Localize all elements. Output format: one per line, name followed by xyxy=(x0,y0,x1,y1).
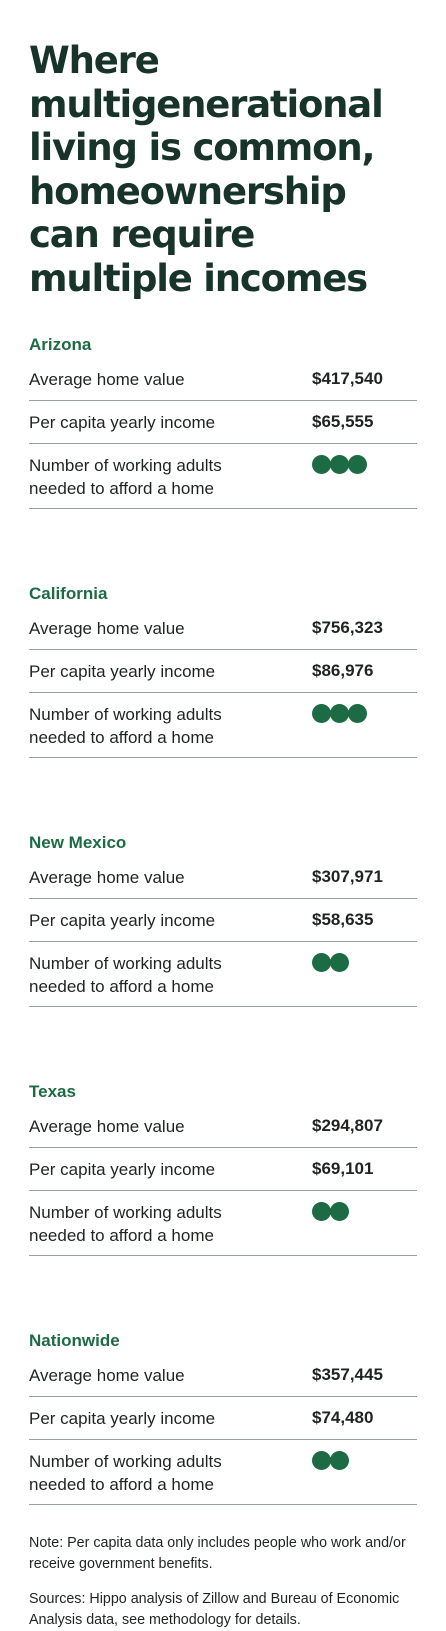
title-line: Where xyxy=(29,39,160,82)
adults-row: Number of working adults needed to affor… xyxy=(29,1440,417,1505)
title-line: can require xyxy=(29,213,255,256)
income-value: $58,635 xyxy=(312,910,374,929)
income-value: $86,976 xyxy=(312,661,374,680)
income-value: $69,101 xyxy=(312,1159,374,1178)
income-row: Per capita yearly income $58,635 xyxy=(29,899,417,942)
home-value-label: Average home value xyxy=(29,1116,185,1136)
adults-label: Number of working adults needed to affor… xyxy=(29,705,222,747)
region-name: California xyxy=(29,584,108,603)
home-value-label: Average home value xyxy=(29,1365,185,1385)
adults-count-indicator xyxy=(312,1450,417,1470)
adults-row: Number of working adults needed to affor… xyxy=(29,1191,417,1256)
person-dot-icon xyxy=(348,455,367,474)
income-row: Per capita yearly income $69,101 xyxy=(29,1148,417,1191)
person-dot-icon xyxy=(348,704,367,723)
income-label: Per capita yearly income xyxy=(29,1408,216,1428)
region-sections: Arizona Average home value $417,540 Per cap… xyxy=(29,332,417,1505)
home-value-value: $756,323 xyxy=(312,618,383,637)
adults-label: Number of working adults needed to affor… xyxy=(29,1452,222,1494)
region-section-california: California Average home value $756,323 Per … xyxy=(29,581,417,758)
adults-label: Number of working adults needed to affor… xyxy=(29,954,222,996)
person-dot-icon xyxy=(312,704,331,723)
page-title: Where multigenerational living is common… xyxy=(29,0,417,300)
income-label: Per capita yearly income xyxy=(29,910,216,930)
person-dot-icon xyxy=(330,455,349,474)
person-dot-icon xyxy=(312,455,331,474)
person-dot-icon xyxy=(330,1451,349,1470)
adults-count-indicator xyxy=(312,454,417,474)
income-row: Per capita yearly income $65,555 xyxy=(29,401,417,444)
income-value: $65,555 xyxy=(312,412,374,431)
adults-count-indicator xyxy=(312,952,417,972)
title-line: multiple incomes xyxy=(29,256,368,300)
title-line: homeownership xyxy=(29,169,347,213)
region-section-nationwide: Nationwide Average home value $357,445 Per … xyxy=(29,1328,417,1505)
home-value-label: Average home value xyxy=(29,618,185,638)
home-value-value: $357,445 xyxy=(312,1365,383,1384)
home-value-row: Average home value $756,323 xyxy=(29,607,417,650)
income-row: Per capita yearly income $86,976 xyxy=(29,650,417,693)
title-line: living is common, xyxy=(29,126,376,169)
person-dot-icon xyxy=(312,953,331,972)
title-line: multigenerational xyxy=(29,82,384,126)
adults-label: Number of working adults needed to affor… xyxy=(29,456,222,498)
income-label: Per capita yearly income xyxy=(29,1159,216,1179)
footnotes: Note: Per capita data only includes peop… xyxy=(29,1533,417,1631)
home-value-row: Average home value $307,971 xyxy=(29,856,417,899)
region-name: Texas xyxy=(29,1082,76,1101)
region-section-texas: Texas Average home value $294,807 Per capit… xyxy=(29,1079,417,1256)
adults-label: Number of working adults needed to affor… xyxy=(29,1203,222,1245)
home-value-row: Average home value $417,540 xyxy=(29,358,417,401)
home-value-label: Average home value xyxy=(29,867,185,887)
home-value-label: Average home value xyxy=(29,369,185,389)
region-section-arizona: Arizona Average home value $417,540 Per cap… xyxy=(29,332,417,509)
home-value-value: $294,807 xyxy=(312,1116,383,1135)
person-dot-icon xyxy=(312,1202,331,1221)
income-value: $74,480 xyxy=(312,1408,374,1427)
person-dot-icon xyxy=(312,1451,331,1470)
adults-count-indicator xyxy=(312,1201,417,1221)
region-name: New Mexico xyxy=(29,833,127,852)
adults-row: Number of working adults needed to affor… xyxy=(29,942,417,1007)
home-value-row: Average home value $357,445 xyxy=(29,1354,417,1397)
region-section-new-mexico: New Mexico Average home value $307,971 Per … xyxy=(29,830,417,1007)
note-text: Note: Per capita data only includes peop… xyxy=(29,1535,406,1572)
infographic: Where multigenerational living is common… xyxy=(29,0,417,1628)
home-value-value: $417,540 xyxy=(312,369,383,388)
adults-row: Number of working adults needed to affor… xyxy=(29,444,417,509)
adults-count-indicator xyxy=(312,703,417,723)
sources-text: Sources: Hippo analysis of Zillow and Bu… xyxy=(29,1591,400,1628)
home-value-row: Average home value $294,807 xyxy=(29,1105,417,1148)
income-label: Per capita yearly income xyxy=(29,661,216,681)
adults-row: Number of working adults needed to affor… xyxy=(29,693,417,758)
region-name: Nationwide xyxy=(29,1331,120,1350)
income-label: Per capita yearly income xyxy=(29,412,216,432)
income-row: Per capita yearly income $74,480 xyxy=(29,1397,417,1440)
region-name: Arizona xyxy=(29,335,92,354)
person-dot-icon xyxy=(330,704,349,723)
person-dot-icon xyxy=(330,1202,349,1221)
person-dot-icon xyxy=(330,953,349,972)
home-value-value: $307,971 xyxy=(312,867,383,886)
